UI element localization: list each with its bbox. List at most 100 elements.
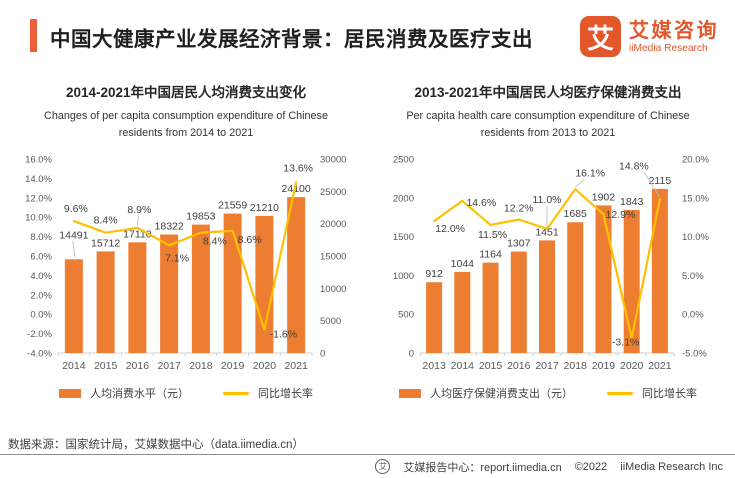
svg-text:8.4%: 8.4% <box>94 215 118 227</box>
svg-text:20000: 20000 <box>320 220 346 231</box>
svg-text:11.0%: 11.0% <box>533 194 562 206</box>
header: 中国大健康产业发展经济背景：居民消费及医疗支出 艾 艾媒咨询 iiMedia R… <box>0 0 735 57</box>
svg-text:2017: 2017 <box>157 360 181 372</box>
svg-text:2015: 2015 <box>94 360 118 372</box>
charts-section: 2014-2021年中国居民人均消费支出变化 Changes of per ca… <box>0 81 735 401</box>
legend-bar-label: 人均医疗保健消费支出（元） <box>430 388 573 401</box>
svg-text:8.4%: 8.4% <box>203 236 227 248</box>
healthcare-chart-canvas: 2500 2000 1500 1000 500 0 20.0% 15.0% 10.0% 5.0% 0… <box>393 155 710 373</box>
svg-text:12.9%: 12.9% <box>606 210 636 222</box>
title-accent-bar <box>30 19 37 52</box>
bar-swatch-icon <box>59 388 81 398</box>
svg-text:2019: 2019 <box>221 360 245 372</box>
svg-text:2000: 2000 <box>393 194 414 205</box>
data-source-note: 数据来源：国家统计局，艾媒数据中心（data.iimedia.cn） <box>8 439 304 451</box>
legend-line-label: 同比增长率 <box>258 388 313 401</box>
footer-report-center: 艾媒报告中心：report.iimedia.cn <box>403 461 562 474</box>
svg-text:2021: 2021 <box>284 360 308 372</box>
svg-text:2115: 2115 <box>649 175 672 187</box>
footer-copyright: ©2022 <box>574 460 608 473</box>
svg-text:912: 912 <box>425 269 443 281</box>
legend-bar-label: 人均消费水平（元） <box>90 388 189 401</box>
svg-text:0.0%: 0.0% <box>682 310 704 321</box>
legend-line-label: 同比增长率 <box>642 388 697 401</box>
svg-text:2020: 2020 <box>253 360 277 372</box>
chart-subtitle: Changes of per capita consumption expend… <box>44 110 328 139</box>
svg-text:14.6%: 14.6% <box>466 197 496 209</box>
chart-healthcare-expenditure: 2013-2021年中国居民人均医疗保健消费支出 Per capita heal… <box>367 81 729 401</box>
brand-logo: 艾 艾媒咨询 iiMedia Research <box>580 16 723 57</box>
svg-text:2020: 2020 <box>620 360 644 372</box>
svg-text:12.0%: 12.0% <box>25 194 52 205</box>
svg-text:2016: 2016 <box>126 360 150 372</box>
svg-text:14.0%: 14.0% <box>25 174 52 185</box>
svg-text:21210: 21210 <box>250 202 279 214</box>
svg-text:1685: 1685 <box>564 209 588 221</box>
svg-text:2018: 2018 <box>189 360 213 372</box>
svg-text:16.0%: 16.0% <box>25 155 52 166</box>
svg-text:2016: 2016 <box>507 360 531 372</box>
svg-text:6.0%: 6.0% <box>30 252 52 263</box>
svg-text:0: 0 <box>409 349 414 360</box>
svg-text:5.0%: 5.0% <box>682 271 704 282</box>
svg-text:2017: 2017 <box>535 360 559 372</box>
chart-title: 2013-2021年中国居民人均医疗保健消费支出 <box>414 85 682 100</box>
svg-text:20.0%: 20.0% <box>682 155 709 166</box>
svg-text:1451: 1451 <box>535 227 559 239</box>
svg-text:10.0%: 10.0% <box>25 213 52 224</box>
svg-text:25000: 25000 <box>320 187 346 198</box>
svg-text:2500: 2500 <box>393 155 414 166</box>
svg-text:2015: 2015 <box>479 360 503 372</box>
svg-text:15712: 15712 <box>91 238 120 250</box>
bar-swatch-icon <box>399 388 421 398</box>
svg-text:1902: 1902 <box>592 192 616 204</box>
svg-text:21559: 21559 <box>218 200 247 212</box>
svg-text:1164: 1164 <box>479 249 502 261</box>
svg-text:5000: 5000 <box>320 317 341 328</box>
line-swatch-icon <box>607 391 633 395</box>
svg-text:-1.6%: -1.6% <box>270 329 297 341</box>
svg-text:2.0%: 2.0% <box>30 291 52 302</box>
svg-text:1044: 1044 <box>451 258 475 270</box>
chart-subtitle: Per capita health care consumption expen… <box>406 110 690 139</box>
svg-text:2013: 2013 <box>422 360 446 372</box>
chart-title: 2014-2021年中国居民人均消费支出变化 <box>65 85 307 100</box>
svg-text:-3.1%: -3.1% <box>612 337 639 349</box>
svg-text:30000: 30000 <box>320 155 346 166</box>
svg-text:16.1%: 16.1% <box>575 168 605 180</box>
svg-text:10.0%: 10.0% <box>682 233 709 244</box>
svg-text:1307: 1307 <box>507 238 531 250</box>
svg-text:12.2%: 12.2% <box>504 203 534 215</box>
svg-text:13.6%: 13.6% <box>283 163 313 175</box>
svg-text:18322: 18322 <box>155 221 184 233</box>
svg-text:500: 500 <box>398 310 414 321</box>
report-center-badge-icon: 艾 <box>375 459 391 474</box>
svg-text:2014: 2014 <box>62 360 86 372</box>
svg-text:24100: 24100 <box>282 184 311 196</box>
svg-text:1843: 1843 <box>620 196 644 208</box>
svg-text:-4.0%: -4.0% <box>27 349 52 360</box>
healthcare-chart-legend: 人均医疗保健消费支出（元） 同比增长率 <box>399 385 697 401</box>
svg-text:2018: 2018 <box>564 360 588 372</box>
footer: 艾 艾媒报告中心：report.iimedia.cn ©2022 iiMedia… <box>0 454 735 478</box>
svg-text:-5.0%: -5.0% <box>682 349 707 360</box>
iimedia-logo-icon: 艾 <box>580 16 621 57</box>
footer-company: iiMedia Research Inc <box>620 460 723 473</box>
svg-text:0: 0 <box>320 349 325 360</box>
line-swatch-icon <box>223 391 249 395</box>
chart-consumption-expenditure: 2014-2021年中国居民人均消费支出变化 Changes of per ca… <box>5 81 367 401</box>
svg-text:1000: 1000 <box>393 271 414 282</box>
svg-text:19853: 19853 <box>186 211 215 223</box>
svg-text:10000: 10000 <box>320 284 346 295</box>
svg-text:11.5%: 11.5% <box>478 229 507 241</box>
svg-text:15000: 15000 <box>320 252 346 263</box>
svg-text:12.0%: 12.0% <box>435 224 465 236</box>
svg-text:4.0%: 4.0% <box>30 271 52 282</box>
svg-text:8.9%: 8.9% <box>127 204 151 216</box>
svg-text:14.8%: 14.8% <box>619 161 649 173</box>
svg-text:14491: 14491 <box>59 230 88 242</box>
svg-text:9.6%: 9.6% <box>64 204 88 216</box>
brand-name: 艾媒咨询 iiMedia Research <box>629 20 719 54</box>
svg-text:0.0%: 0.0% <box>30 310 52 321</box>
svg-text:2014: 2014 <box>451 360 475 372</box>
